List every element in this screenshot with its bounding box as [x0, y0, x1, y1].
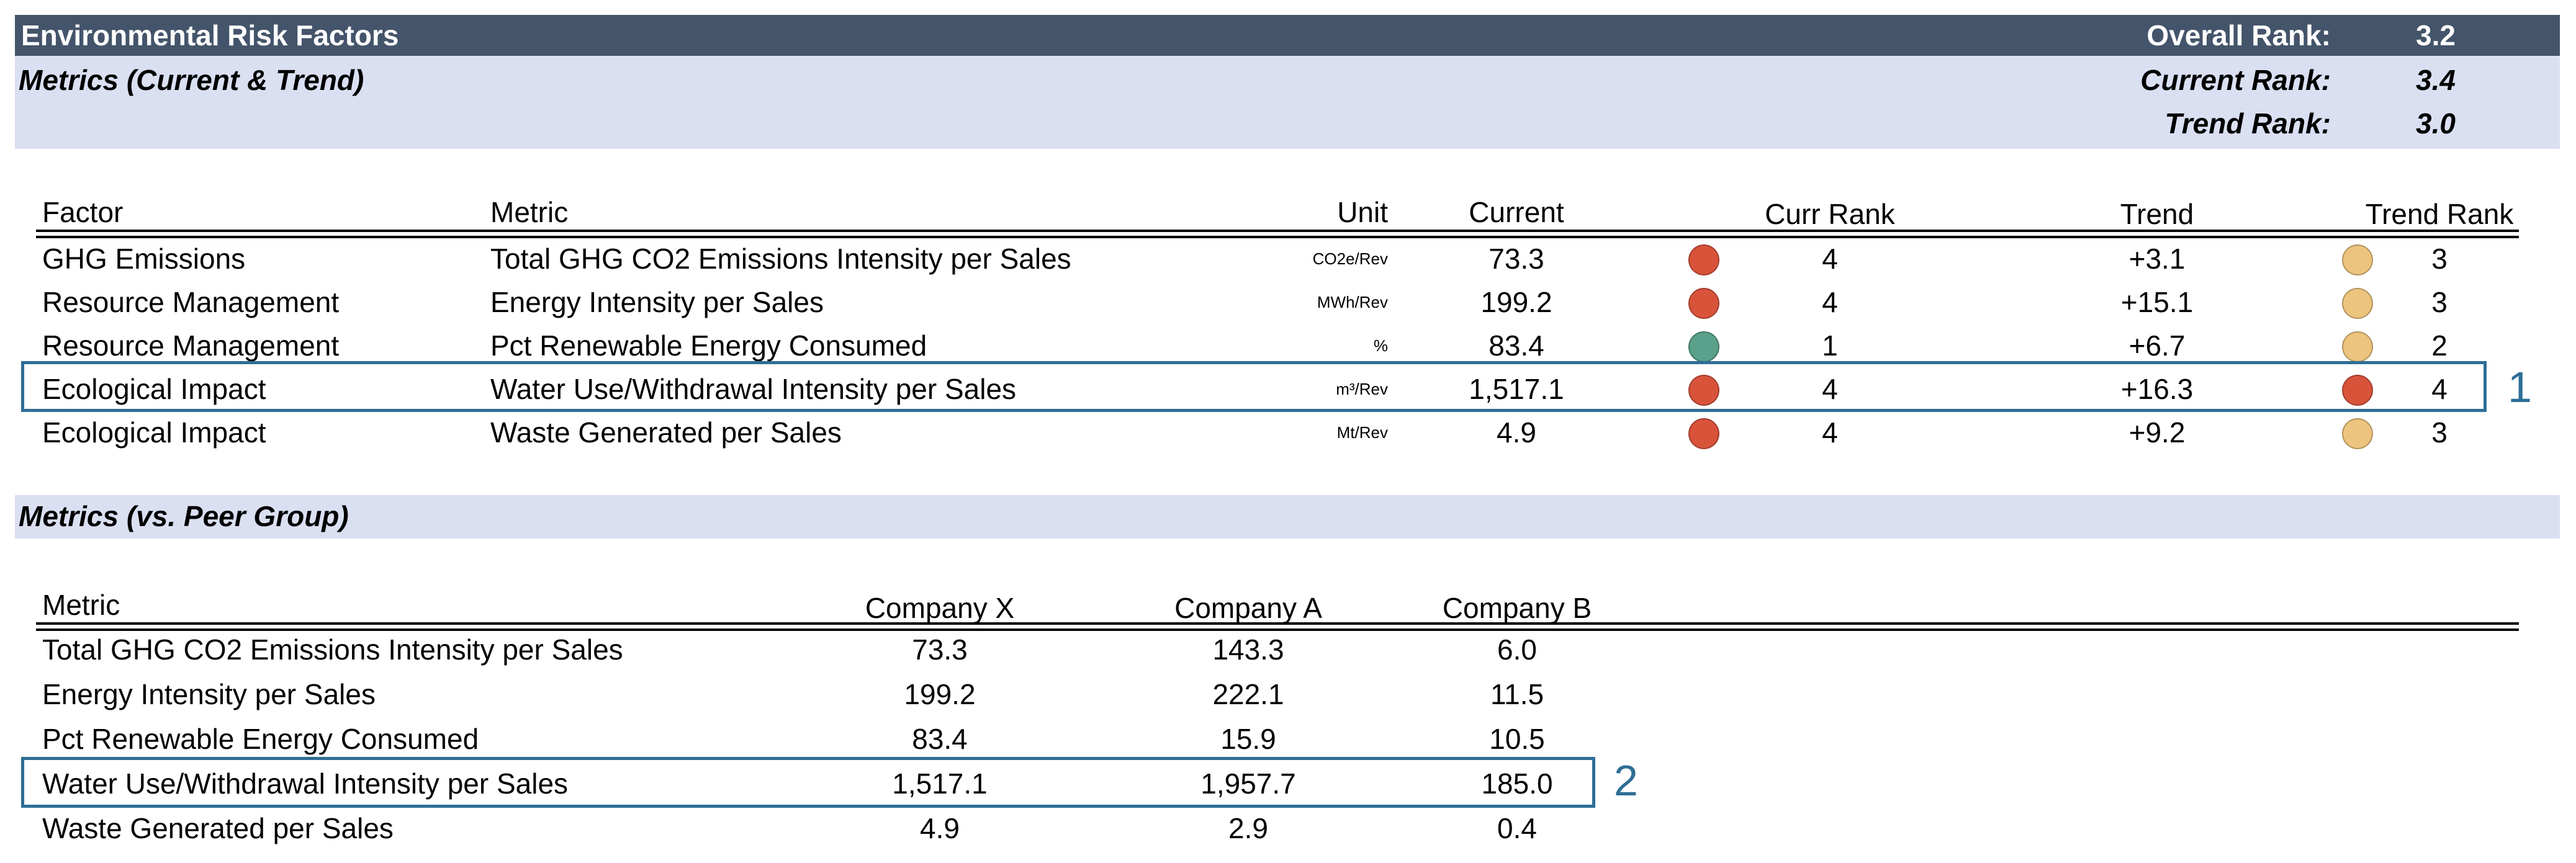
- company-a-value-cell: 2.9: [1228, 812, 1268, 844]
- curr-rank-cell: 4: [1822, 373, 1838, 405]
- current-value-cell: 4.9: [1497, 416, 1536, 449]
- metric-cell: Total GHG CO2 Emissions Intensity per Sa…: [490, 243, 1071, 275]
- company-a-value-cell: 222.1: [1212, 678, 1284, 710]
- trend-rank-indicator-icon: [2342, 331, 2373, 362]
- overall-rank-label: Overall Rank:: [2146, 19, 2331, 51]
- col-header-unit: Unit: [1337, 196, 1388, 228]
- factor-cell: Resource Management: [42, 329, 340, 362]
- peer-header-band: [15, 495, 2560, 539]
- company-x-value-cell: 83.4: [912, 723, 968, 755]
- peer-col-header-company-a: Company A: [1174, 592, 1322, 624]
- peer-col-header-company-x: Company X: [865, 592, 1015, 624]
- peer-metric-cell: Total GHG CO2 Emissions Intensity per Sa…: [42, 633, 623, 666]
- trend-rank-cell: 3: [2431, 286, 2448, 318]
- curr-rank-cell: 4: [1822, 286, 1838, 318]
- current-value-cell: 83.4: [1488, 329, 1544, 362]
- trend-rank-indicator-icon: [2342, 244, 2373, 275]
- company-a-value-cell: 15.9: [1220, 723, 1276, 755]
- factor-cell: Resource Management: [42, 286, 340, 318]
- company-a-value-cell: 1,957.7: [1200, 767, 1296, 800]
- trend-rank-cell: 4: [2431, 373, 2448, 405]
- highlight-label-2: 2: [1614, 756, 1638, 805]
- peer-metric-cell: Pct Renewable Energy Consumed: [42, 723, 479, 755]
- col-header-trend-rank: Trend Rank: [2365, 198, 2514, 230]
- unit-cell: %: [1373, 336, 1388, 355]
- col-header-current: Current: [1469, 196, 1564, 228]
- trend-value-cell: +6.7: [2128, 329, 2186, 362]
- curr-rank-cell: 1: [1822, 329, 1838, 362]
- metric-cell: Waste Generated per Sales: [490, 416, 842, 449]
- unit-cell: Mt/Rev: [1336, 423, 1388, 442]
- trend-rank-indicator-icon: [2342, 418, 2373, 449]
- trend-value-cell: +9.2: [2128, 416, 2186, 449]
- peer-metric-cell: Energy Intensity per Sales: [42, 678, 376, 710]
- trend-rank-indicator-icon: [2342, 375, 2373, 406]
- trend-value-cell: +15.1: [2120, 286, 2194, 318]
- company-x-value-cell: 1,517.1: [892, 767, 988, 800]
- highlight-label-1: 1: [2508, 363, 2532, 411]
- overall-rank-value: 3.2: [2416, 19, 2456, 51]
- header-rule-top: [36, 230, 2519, 232]
- trend-rank-label: Trend Rank:: [2164, 107, 2331, 140]
- trend-rank-indicator-icon: [2342, 288, 2373, 319]
- trend-value-cell: +16.3: [2120, 373, 2194, 405]
- unit-cell: MWh/Rev: [1317, 293, 1388, 311]
- unit-cell: m³/Rev: [1336, 380, 1388, 398]
- company-x-value-cell: 199.2: [904, 678, 976, 710]
- highlight-box-2: [21, 757, 1595, 808]
- trend-rank-cell: 3: [2431, 243, 2448, 275]
- company-b-value-cell: 185.0: [1481, 767, 1553, 800]
- header-bar: [15, 15, 2560, 56]
- peer-col-header-company-b: Company B: [1442, 592, 1592, 624]
- company-a-value-cell: 143.3: [1212, 633, 1284, 666]
- curr-rank-indicator-icon: [1688, 244, 1719, 275]
- unit-cell: CO2e/Rev: [1312, 249, 1388, 268]
- factor-cell: GHG Emissions: [42, 243, 246, 275]
- trend-rank-cell: 2: [2431, 329, 2448, 362]
- current-value-cell: 1,517.1: [1469, 373, 1564, 405]
- factor-cell: Ecological Impact: [42, 416, 266, 449]
- company-x-value-cell: 4.9: [920, 812, 960, 844]
- col-header-trend: Trend: [2120, 198, 2194, 230]
- metric-cell: Energy Intensity per Sales: [490, 286, 824, 318]
- col-header-metric: Metric: [490, 196, 569, 228]
- curr-rank-cell: 4: [1822, 416, 1838, 449]
- current-value-cell: 73.3: [1488, 243, 1544, 275]
- current-value-cell: 199.2: [1480, 286, 1552, 318]
- curr-rank-cell: 4: [1822, 243, 1838, 275]
- metric-cell: Water Use/Withdrawal Intensity per Sales: [490, 373, 1017, 405]
- metrics-header-band: [15, 56, 2560, 149]
- curr-rank-indicator-icon: [1688, 331, 1719, 362]
- peer-section-title: Metrics (vs. Peer Group): [19, 500, 349, 532]
- company-b-value-cell: 11.5: [1490, 678, 1544, 710]
- header-rule-bottom: [36, 236, 2519, 238]
- company-b-value-cell: 0.4: [1497, 812, 1537, 844]
- peer-metric-cell: Waste Generated per Sales: [42, 812, 394, 844]
- company-x-value-cell: 73.3: [912, 633, 968, 666]
- col-header-curr-rank: Curr Rank: [1765, 198, 1895, 230]
- curr-rank-indicator-icon: [1688, 288, 1719, 319]
- col-header-factor: Factor: [42, 196, 124, 228]
- current-rank-value: 3.4: [2416, 64, 2456, 96]
- metric-cell: Pct Renewable Energy Consumed: [490, 329, 927, 362]
- peer-header-rule-top: [36, 622, 2519, 625]
- peer-header-rule-bottom: [36, 628, 2519, 631]
- metrics-section-title: Metrics (Current & Trend): [19, 64, 364, 96]
- highlight-box-1: [21, 361, 2487, 412]
- report-title: Environmental Risk Factors: [21, 19, 399, 51]
- current-rank-label: Current Rank:: [2140, 64, 2331, 96]
- peer-col-header-metric: Metric: [42, 589, 120, 621]
- trend-rank-cell: 3: [2431, 416, 2448, 449]
- peer-metric-cell: Water Use/Withdrawal Intensity per Sales: [42, 767, 569, 800]
- company-b-value-cell: 6.0: [1497, 633, 1537, 666]
- trend-rank-value: 3.0: [2416, 107, 2456, 140]
- factor-cell: Ecological Impact: [42, 373, 266, 405]
- company-b-value-cell: 10.5: [1489, 723, 1545, 755]
- curr-rank-indicator-icon: [1688, 375, 1719, 406]
- trend-value-cell: +3.1: [2128, 243, 2186, 275]
- curr-rank-indicator-icon: [1688, 418, 1719, 449]
